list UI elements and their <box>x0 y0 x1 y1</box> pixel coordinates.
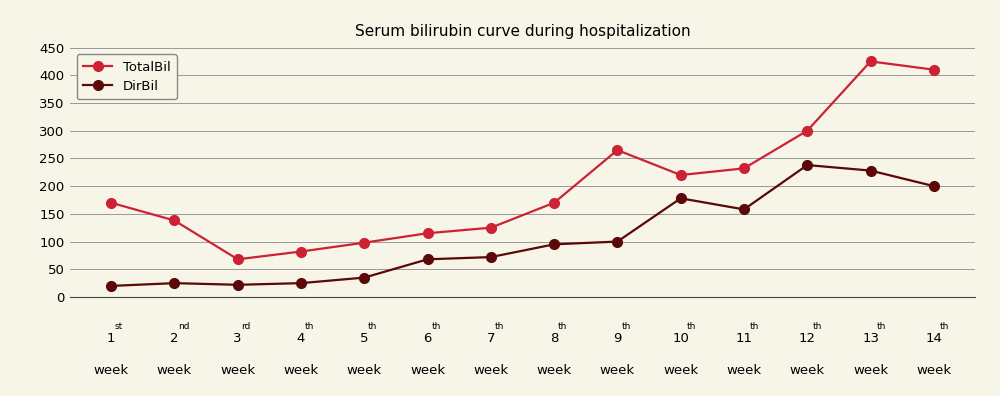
Text: 11: 11 <box>736 332 753 345</box>
TotalBil <box>801 128 813 133</box>
Title: Serum bilirubin curve during hospitalization: Serum bilirubin curve during hospitaliza… <box>355 25 690 40</box>
TotalBil <box>422 231 434 236</box>
Text: st: st <box>115 322 123 331</box>
TotalBil <box>485 225 497 230</box>
DirBil <box>801 163 813 168</box>
Text: nd: nd <box>178 322 190 331</box>
Text: th: th <box>305 322 314 331</box>
TotalBil <box>105 200 117 205</box>
Text: week: week <box>726 364 762 377</box>
Text: th: th <box>558 322 567 331</box>
Text: 9: 9 <box>613 332 622 345</box>
TotalBil <box>865 59 877 64</box>
Text: th: th <box>876 322 886 331</box>
DirBil <box>548 242 560 247</box>
Text: week: week <box>790 364 825 377</box>
Text: week: week <box>600 364 635 377</box>
TotalBil <box>295 249 307 254</box>
Text: week: week <box>94 364 129 377</box>
Text: week: week <box>473 364 508 377</box>
Text: week: week <box>853 364 888 377</box>
Text: th: th <box>750 322 759 331</box>
Text: 3: 3 <box>233 332 242 345</box>
Text: week: week <box>157 364 192 377</box>
Text: 10: 10 <box>672 332 689 345</box>
Text: 12: 12 <box>799 332 816 345</box>
TotalBil <box>168 218 180 223</box>
TotalBil <box>232 257 244 262</box>
DirBil <box>168 281 180 286</box>
Text: th: th <box>431 322 441 331</box>
DirBil <box>232 282 244 287</box>
Text: 13: 13 <box>862 332 879 345</box>
Text: week: week <box>220 364 255 377</box>
Text: 1: 1 <box>107 332 115 345</box>
Text: th: th <box>368 322 377 331</box>
Text: 2: 2 <box>170 332 179 345</box>
Text: week: week <box>916 364 951 377</box>
Text: week: week <box>410 364 445 377</box>
DirBil <box>611 239 623 244</box>
Text: week: week <box>283 364 319 377</box>
Text: week: week <box>663 364 698 377</box>
Text: 5: 5 <box>360 332 369 345</box>
TotalBil <box>548 200 560 205</box>
Text: th: th <box>940 322 949 331</box>
DirBil <box>358 275 370 280</box>
Text: week: week <box>537 364 572 377</box>
Text: rd: rd <box>242 322 251 331</box>
TotalBil <box>675 173 687 177</box>
TotalBil <box>358 240 370 245</box>
DirBil <box>422 257 434 262</box>
TotalBil <box>928 67 940 72</box>
Legend: TotalBil, DirBil: TotalBil, DirBil <box>77 54 177 99</box>
Text: 7: 7 <box>487 332 495 345</box>
Text: 4: 4 <box>297 332 305 345</box>
Text: 14: 14 <box>925 332 942 345</box>
TotalBil <box>738 166 750 171</box>
Text: week: week <box>347 364 382 377</box>
Text: th: th <box>495 322 504 331</box>
Text: 6: 6 <box>423 332 432 345</box>
Text: 8: 8 <box>550 332 558 345</box>
DirBil <box>928 184 940 188</box>
TotalBil <box>611 148 623 152</box>
Text: th: th <box>686 322 696 331</box>
DirBil <box>105 284 117 288</box>
DirBil <box>485 255 497 259</box>
DirBil <box>865 168 877 173</box>
Line: TotalBil: TotalBil <box>106 57 939 264</box>
Line: DirBil: DirBil <box>106 160 939 291</box>
DirBil <box>675 196 687 201</box>
DirBil <box>738 207 750 212</box>
DirBil <box>295 281 307 286</box>
Text: th: th <box>813 322 822 331</box>
Text: th: th <box>621 322 631 331</box>
